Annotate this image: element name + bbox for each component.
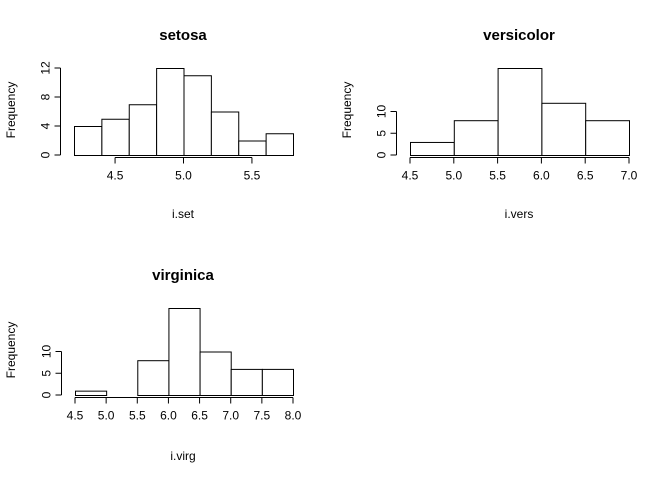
histogram-bar [101,118,130,156]
histogram-bar [238,140,267,156]
histogram-bar [261,368,295,396]
panel-virginica: virginica i.virg Frequency 4.5 5.0 5.5 6.0 6… [4,267,302,463]
histogram-bar [137,360,170,397]
histogram-bar [585,120,631,156]
x-axis-label: i.vers [505,207,534,221]
panel-setosa: setosa i.set Frequency 4.5 5.0 5.5 0 4 8 12 [4,27,294,221]
histogram-bar [128,104,158,156]
y-tick-label: 5 [40,370,54,377]
x-tick-label: 6.0 [160,409,177,423]
y-tick-label: 0 [375,151,389,158]
x-tick-label: 6.5 [577,169,594,183]
histogram-bar [75,390,108,396]
x-tick-label: 4.5 [107,169,124,183]
histogram-bar [541,102,587,157]
y-tick-label: 4 [39,122,53,129]
y-axis-label: Frequency [4,82,18,139]
y-tick-label: 0 [39,151,53,158]
histogram-bar [410,141,455,156]
x-tick-label: 7.5 [254,409,271,423]
y-tick-label: 0 [40,391,54,398]
panel-versicolor: versicolor i.vers Frequency 4.5 5.0 5.5 6.0… [340,27,638,221]
x-tick-label: 6.0 [533,169,550,183]
histogram-bar [74,126,103,156]
x-tick-label: 8.0 [285,409,302,423]
panel-title: virginica [152,267,214,284]
x-tick-label: 5.0 [175,169,192,183]
x-tick-label: 7.0 [222,409,239,423]
histogram-bar [453,120,499,156]
x-tick-label: 7.0 [621,169,638,183]
x-axis-label: i.virg [170,449,195,463]
histogram-bar [199,351,232,396]
histogram-bar [497,68,543,156]
histogram-bar [183,75,212,156]
y-axis-label: Frequency [340,82,354,139]
x-tick-label: 4.5 [402,169,419,183]
y-tick-label: 10 [40,345,54,359]
histogram-bar [168,308,201,396]
x-tick-label: 5.5 [244,169,261,183]
histogram-bar [230,368,263,396]
y-tick-label: 5 [375,130,389,137]
panel-title: versicolor [483,27,555,44]
y-tick-label: 12 [39,61,53,75]
x-tick-label: 6.5 [191,409,208,423]
x-axis-label: i.set [172,207,195,221]
y-axis-label: Frequency [4,322,18,379]
histogram-bar [265,133,294,156]
x-tick-label: 5.5 [489,169,506,183]
y-tick-label: 8 [39,93,53,100]
x-tick-label: 5.0 [98,409,115,423]
x-tick-label: 5.5 [129,409,146,423]
x-tick-label: 4.5 [67,409,84,423]
histogram-bar [210,111,240,156]
y-tick-label: 10 [375,105,389,119]
histogram-bar [156,68,185,156]
x-tick-label: 5.0 [445,169,462,183]
panel-title: setosa [159,27,207,44]
